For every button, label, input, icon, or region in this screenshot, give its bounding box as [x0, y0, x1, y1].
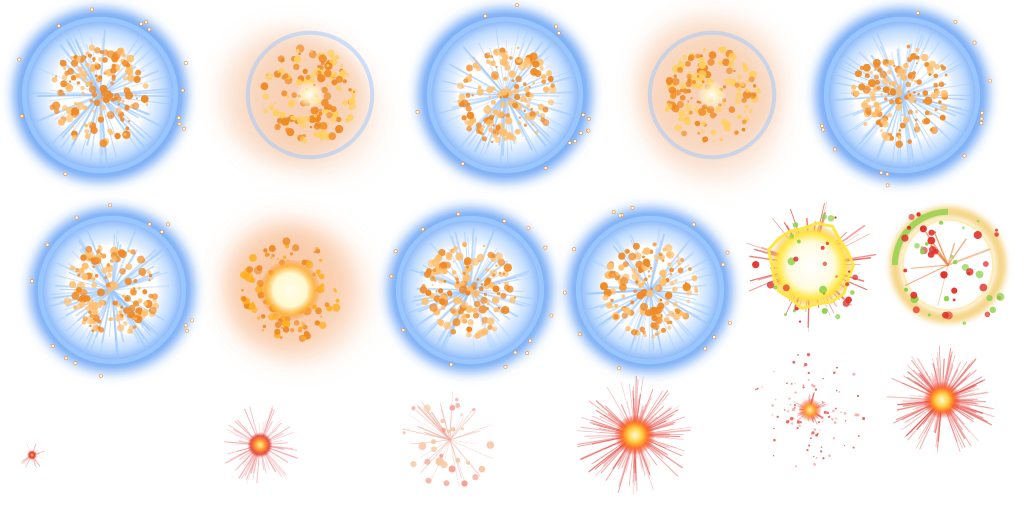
line-burst-icon — [402, 391, 495, 487]
blue-energy-ring-icon — [415, 3, 592, 182]
ember-cloud-icon — [218, 25, 384, 176]
ember-cloud-frame — [612, 0, 812, 190]
red-starburst-icon — [886, 345, 995, 453]
yellow-flash-frame — [740, 195, 880, 335]
blue-energy-ring-frame — [22, 200, 202, 380]
blue-energy-ring-frame — [802, 0, 1002, 190]
shockwave-ring-frame — [878, 195, 1018, 335]
shockwave-ring-icon — [889, 206, 1007, 325]
fire-explosion-icon — [223, 220, 369, 362]
blue-energy-ring-frame — [405, 0, 605, 190]
red-starburst-frame — [882, 340, 1002, 460]
yellow-flash-icon — [746, 201, 877, 333]
fire-explosion-frame — [200, 200, 380, 380]
blue-energy-ring-frame — [0, 0, 200, 190]
ember-cloud-frame — [210, 0, 410, 190]
blue-energy-ring-icon — [562, 205, 732, 372]
blue-energy-ring-icon — [13, 7, 188, 182]
radial-spark-icon — [224, 405, 298, 485]
spark-dot-icon — [20, 443, 45, 469]
blue-energy-ring-icon — [388, 208, 554, 372]
radial-spark-frame — [210, 395, 310, 495]
dotted-spark-icon — [754, 352, 866, 467]
blue-energy-ring-frame — [380, 200, 560, 380]
ember-cloud-icon — [636, 11, 786, 185]
blue-energy-ring-icon — [30, 203, 194, 378]
blue-energy-ring-frame — [560, 200, 740, 380]
blue-energy-ring-icon — [815, 8, 992, 188]
dotted-spark-frame — [745, 345, 875, 475]
spark-dot-frame — [2, 425, 62, 485]
line-burst-frame — [395, 385, 505, 495]
red-starburst-frame — [565, 370, 705, 500]
red-starburst-icon — [576, 375, 693, 495]
